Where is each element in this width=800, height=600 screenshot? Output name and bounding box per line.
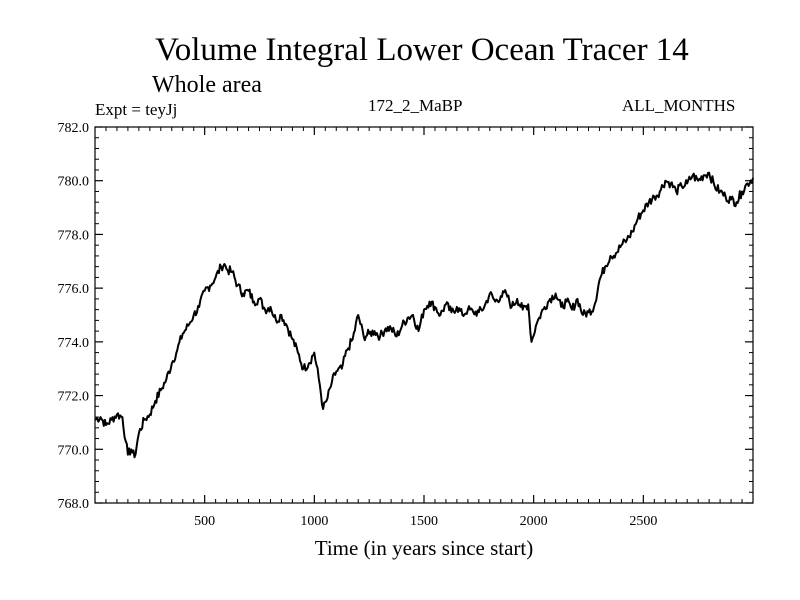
x-tick-label: 500 [194,514,215,529]
y-axis-tick-labels: 768.0 770.0 772.0 774.0 776.0 778.0 780.0 782.0 [58,121,90,512]
x-tick-label: 1500 [410,514,438,529]
experiment-label: Expt = teyJj [95,100,178,119]
y-tick-label: 780.0 [58,175,90,190]
x-tick-label: 1000 [300,514,328,529]
x-tick-label: 2000 [520,514,548,529]
y-tick-label: 770.0 [58,443,90,458]
y-tick-label: 774.0 [58,336,90,351]
x-axis-tick-labels: 500 1000 1500 2000 2500 [194,514,657,529]
months-label: ALL_MONTHS [622,96,736,115]
chart-subtitle: Whole area [152,72,262,98]
y-tick-label: 768.0 [58,497,90,512]
run-label: 172_2_MaBP [368,96,463,115]
chart-title: Volume Integral Lower Ocean Tracer 14 [155,32,689,68]
y-tick-label: 778.0 [58,228,90,243]
x-axis-label: Time (in years since start) [314,536,534,560]
y-tick-label: 776.0 [58,282,90,297]
series-line [94,171,754,459]
major-tick-marks [95,126,753,504]
minor-tick-marks [95,127,753,503]
x-tick-label: 2500 [629,514,657,529]
y-tick-label: 782.0 [58,121,90,136]
y-tick-label: 772.0 [58,390,90,405]
